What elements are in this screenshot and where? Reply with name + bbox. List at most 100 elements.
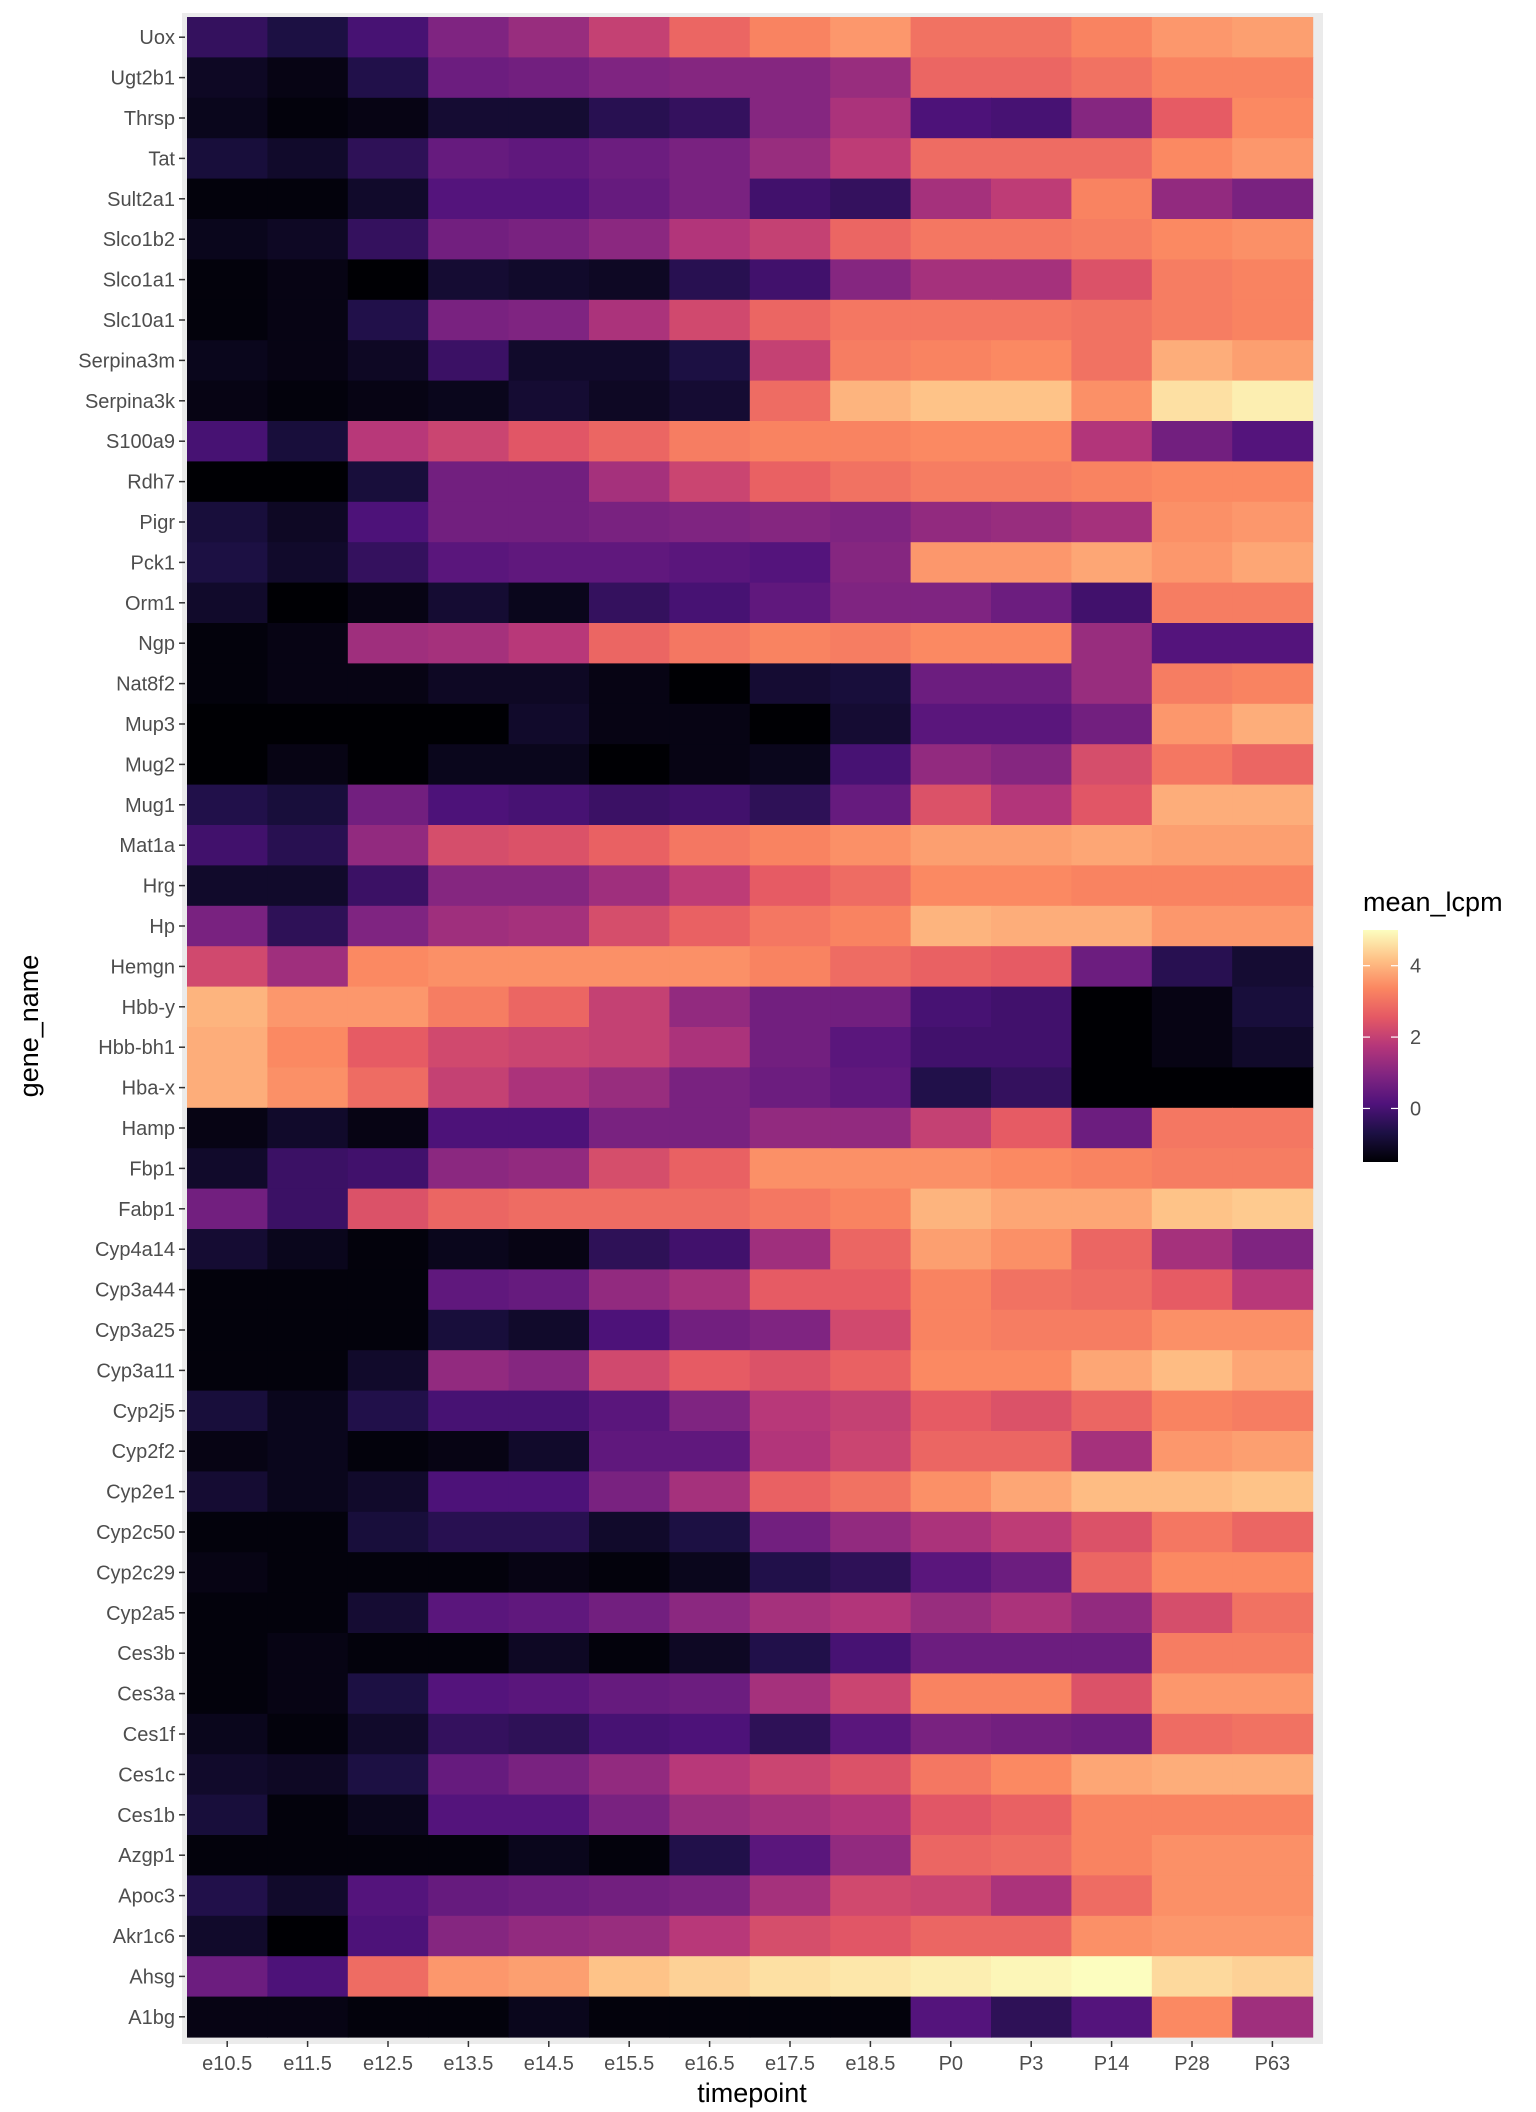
heatmap-cell [428,703,510,745]
heatmap-cell [991,1067,1072,1109]
heatmap-cell [910,905,992,947]
heatmap-cell [428,138,510,180]
heatmap-cell [749,421,831,462]
heatmap-cell [749,865,831,907]
heatmap-cell [428,1107,510,1149]
y-tick-label: Fbp1 [129,1158,175,1180]
heatmap-cell [187,1794,268,1836]
heatmap-cell [267,461,349,503]
heatmap-cell [589,501,670,543]
heatmap-cell [267,865,349,907]
heatmap-cell [508,138,590,180]
heatmap-cell [187,905,268,947]
heatmap-cells [187,17,1314,2038]
heatmap-cell [910,1350,992,1392]
heatmap-cell [830,1107,912,1149]
heatmap-cell [347,1673,429,1715]
heatmap-cell [347,1148,429,1190]
heatmap-cell [910,1835,992,1876]
heatmap-cell [991,825,1072,866]
heatmap-cell [589,1188,670,1230]
heatmap-cell [910,1633,992,1674]
heatmap-cell [187,582,268,624]
heatmap-cell [749,461,831,503]
heatmap-cell [1232,1592,1314,1634]
heatmap-cell [1151,542,1233,584]
heatmap-cell [1232,299,1314,341]
heatmap-cell [1151,825,1233,866]
heatmap-cell [1232,1188,1314,1230]
heatmap-cell [1232,542,1314,584]
y-tick-label: Ces1b [117,1805,175,1827]
heatmap-cell [187,1511,268,1553]
heatmap-cell [347,1471,429,1513]
heatmap-cell [1232,1269,1314,1311]
heatmap-cell [1071,582,1153,624]
heatmap-cell [991,1390,1072,1432]
heatmap-cell [830,703,912,745]
heatmap-cell [1071,663,1153,705]
heatmap-cell [347,905,429,947]
heatmap-cell [830,138,912,180]
heatmap-cell [428,178,510,220]
heatmap-cell [669,1269,751,1311]
heatmap-cell [267,905,349,947]
heatmap-cell [1151,582,1233,624]
heatmap-cell [910,582,992,624]
heatmap-cell [830,1511,912,1553]
heatmap-cell [669,1188,751,1230]
heatmap-cell [589,1875,670,1917]
heatmap-cell [910,1148,992,1190]
heatmap-cell [1071,865,1153,907]
heatmap-cell [910,219,992,260]
heatmap-cell [508,663,590,705]
heatmap-cell [669,582,751,624]
heatmap-cell [910,1592,992,1634]
heatmap-cell [589,582,670,624]
heatmap-cell [267,219,349,260]
heatmap-cell [428,905,510,947]
heatmap-cell [910,1431,992,1472]
heatmap-cell [267,380,349,422]
heatmap-cell [910,1390,992,1432]
heatmap-cell [589,1067,670,1109]
heatmap-cell [910,542,992,584]
heatmap-cell [1151,259,1233,301]
heatmap-cell [187,986,268,1028]
heatmap-cell [508,1996,590,2038]
heatmap-cell [991,865,1072,907]
heatmap-cell [830,784,912,826]
heatmap-cell [1151,1390,1233,1432]
heatmap-cell [267,1552,349,1594]
heatmap-cell [347,1067,429,1109]
heatmap-cell [749,340,831,382]
heatmap-cell [508,97,590,139]
heatmap-cell [1071,340,1153,382]
heatmap-cell [187,542,268,584]
heatmap-cell [589,1511,670,1553]
x-tick-label: P63 [1255,2053,1291,2075]
heatmap-cell [749,1875,831,1917]
heatmap-cell [267,1754,349,1796]
heatmap-cell [910,825,992,866]
heatmap-cell [589,1754,670,1796]
heatmap-cell [508,1188,590,1230]
heatmap-cell [1071,1269,1153,1311]
heatmap-cell [1151,299,1233,341]
heatmap-cell [1071,1996,1153,2038]
heatmap-cell [267,1471,349,1513]
heatmap-cell [428,461,510,503]
heatmap-cell [267,1915,349,1957]
heatmap-cell [830,1471,912,1513]
heatmap-cell [1071,1309,1153,1351]
heatmap-cell [991,1309,1072,1351]
legend-title: mean_lcpm [1363,887,1503,917]
heatmap-cell [749,1309,831,1351]
heatmap-cell [1232,946,1314,988]
heatmap-cell [669,663,751,705]
heatmap-cell [267,340,349,382]
heatmap-cell [589,1350,670,1392]
y-tick-label: Uox [139,27,175,49]
y-tick-label: Serpina3m [78,350,175,372]
heatmap-cell [187,1148,268,1190]
